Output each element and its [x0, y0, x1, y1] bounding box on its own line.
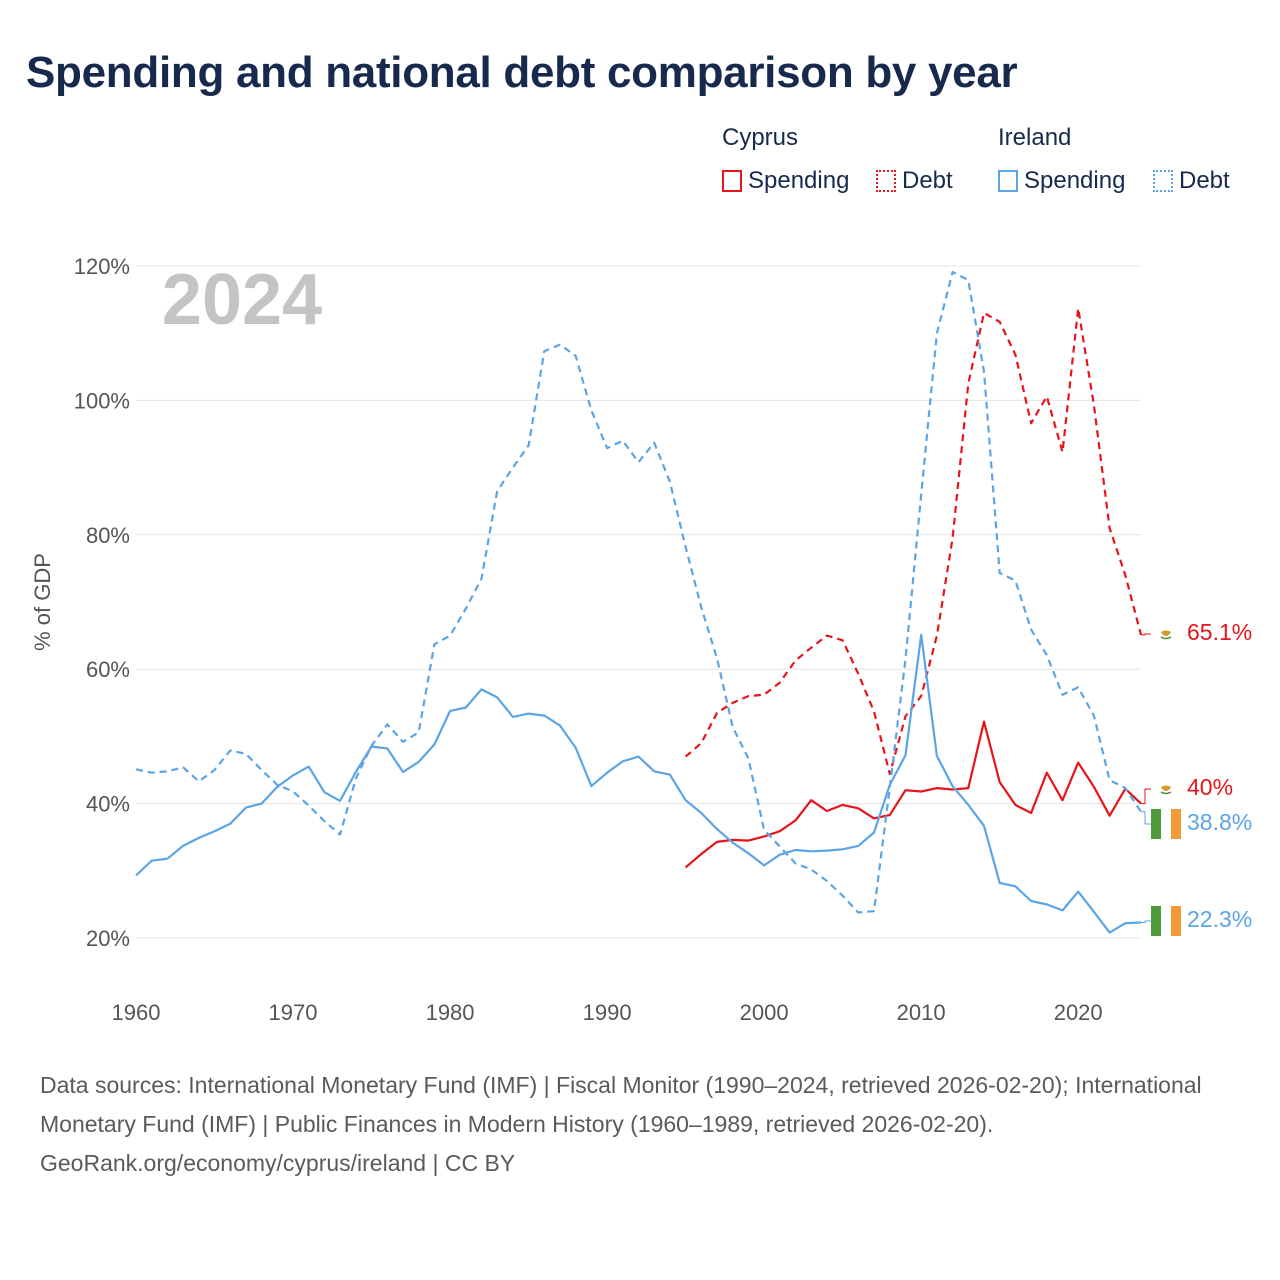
legend-swatch-solid-icon: [998, 170, 1018, 192]
y-tick-label: 40%: [86, 792, 130, 817]
x-tick-label: 2010: [897, 1000, 946, 1025]
legend-item-ireland-spending[interactable]: Spending: [998, 166, 1125, 196]
y-tick-label: 20%: [86, 926, 130, 951]
legend-swatch-dotted-icon: [876, 170, 896, 192]
chart-title: Spending and national debt comparison by…: [26, 48, 1018, 97]
legend-item-cyprus-debt[interactable]: Debt: [876, 166, 953, 196]
legend-group-cyprus: Cyprus: [722, 124, 799, 151]
x-tick-label: 1970: [269, 1000, 318, 1025]
cyprus-debt-line: [684, 307, 1143, 776]
legend-group-ireland: Ireland: [998, 124, 1072, 151]
y-tick-label: 80%: [86, 523, 130, 548]
legend-item-cyprus-spending[interactable]: Spending: [722, 166, 849, 196]
y-axis-label: % of GDP: [30, 553, 55, 651]
footer: Data sources: International Monetary Fun…: [40, 1066, 1240, 1183]
x-tick-label: 1990: [583, 1000, 632, 1025]
y-axis-ticks: 20% 40% 60% 80% 100% 120%: [74, 254, 130, 951]
ireland-debt-line: [135, 270, 1142, 914]
ireland-flag-icon: [1151, 809, 1181, 839]
x-tick-label: 1960: [112, 1000, 161, 1025]
legend-label: Spending: [1024, 167, 1126, 194]
x-tick-label: 2000: [740, 1000, 789, 1025]
line-chart: 20% 40% 60% 80% 100% 120% 1960 1970 1980 1990 200…: [30, 254, 1252, 1025]
cyprus-spending-line: [684, 720, 1142, 869]
series-lines: [135, 270, 1151, 934]
end-value-label: 22.3%: [1187, 906, 1252, 932]
legend-label: Spending: [748, 167, 850, 194]
end-markers: [1151, 626, 1181, 936]
legend-label: Debt: [902, 167, 953, 194]
x-tick-label: 1980: [426, 1000, 475, 1025]
credit-link[interactable]: GeoRank.org/economy/cyprus/ireland | CC …: [40, 1150, 516, 1176]
year-watermark: 2024: [162, 260, 322, 340]
legend-swatch-dotted-icon: [1153, 170, 1173, 192]
end-connector: [1141, 788, 1151, 805]
legend-item-ireland-debt[interactable]: Debt: [1153, 166, 1230, 196]
legend-swatch-solid-icon: [722, 170, 742, 192]
end-value-label: 40%: [1187, 774, 1233, 800]
y-tick-label: 60%: [86, 657, 130, 682]
cyprus-flag-icon: [1158, 626, 1174, 642]
x-tick-label: 2020: [1054, 1000, 1103, 1025]
legend-label: Debt: [1179, 167, 1230, 194]
end-connector: [1141, 633, 1151, 636]
data-sources: Data sources: International Monetary Fun…: [40, 1072, 1202, 1137]
cyprus-flag-icon: [1158, 781, 1174, 797]
ireland-flag-icon: [1151, 906, 1181, 936]
end-value-label: 65.1%: [1187, 619, 1252, 645]
y-tick-label: 120%: [74, 254, 130, 279]
end-labels: 65.1% 40% 38.8% 22.3%: [1187, 619, 1252, 932]
y-tick-label: 100%: [74, 388, 130, 413]
ireland-spending-line: [135, 633, 1142, 934]
end-value-label: 38.8%: [1187, 809, 1252, 835]
end-connector: [1141, 811, 1151, 825]
end-connector: [1141, 920, 1151, 923]
gridlines: [136, 265, 1141, 939]
x-axis-ticks: 1960 1970 1980 1990 2000 2010 2020: [112, 1000, 1103, 1025]
